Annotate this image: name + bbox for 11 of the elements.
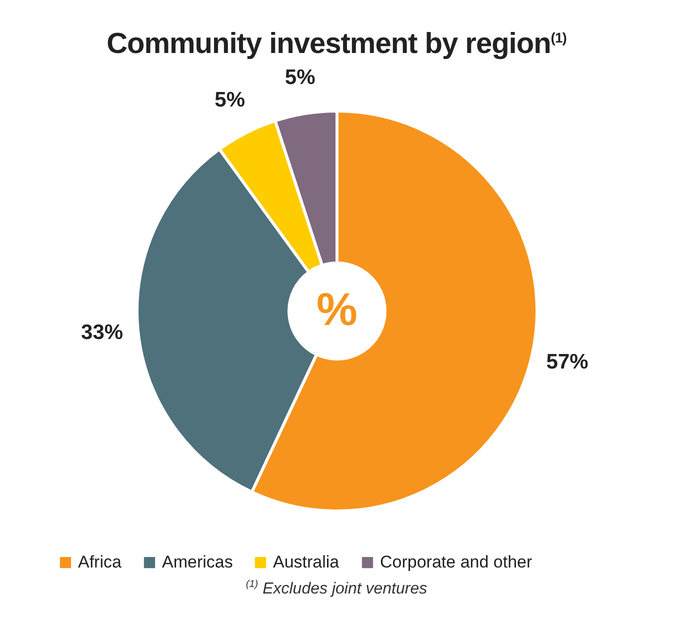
data-label: 5% bbox=[284, 66, 316, 89]
data-label: 5% bbox=[214, 88, 245, 112]
text: $^{(1)}$ Excludes joint ventures bbox=[244, 579, 428, 598]
data-label: 57% bbox=[546, 350, 588, 374]
data-label: 33% bbox=[80, 321, 123, 344]
chart-title: Community investment by region$^{(1)}$ bbox=[106, 28, 568, 61]
legend-label: Australia bbox=[272, 552, 340, 572]
legend-label: Africa bbox=[78, 552, 122, 572]
legend-label: Americas bbox=[162, 552, 232, 572]
legend-label: Corporate and other bbox=[380, 552, 532, 572]
text: % bbox=[316, 283, 357, 335]
